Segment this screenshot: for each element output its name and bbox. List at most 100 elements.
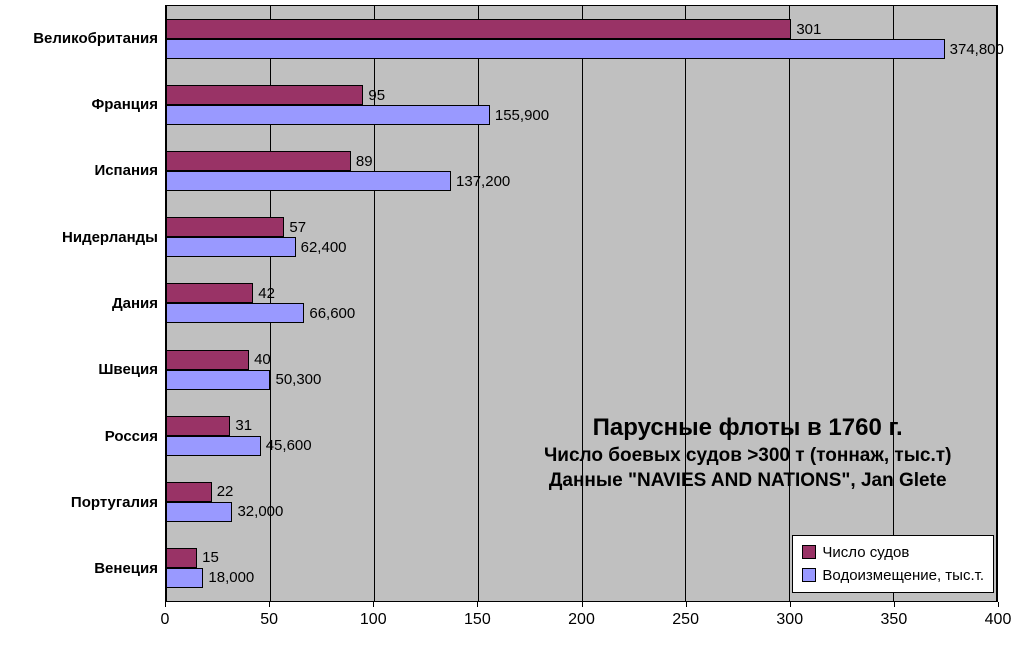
axis-tick-label: 150 <box>464 611 491 628</box>
bar-row: 301 374,800 <box>166 6 1004 72</box>
ships-bar <box>166 283 254 304</box>
displacement-bar <box>166 303 305 324</box>
y-axis-labels: Великобритания Франция Испания Нидерланды Да… <box>0 5 165 602</box>
bar-group: 95 155,900 <box>166 85 997 126</box>
gridline <box>477 6 479 601</box>
legend-item-displacement: Водоизмещение, тыс.т. <box>802 564 984 587</box>
legend-label-displacement: Водоизмещение, тыс.т. <box>822 566 984 584</box>
displacement-bar <box>166 105 490 126</box>
ships-bar <box>166 19 792 40</box>
bar-line: 66,600 <box>166 303 997 324</box>
ships-bar <box>166 85 364 106</box>
gridline <box>373 6 375 601</box>
plot-column: 301 374,800 95 155,900 89 137,200 57 62,400 42 66… <box>161 5 1011 642</box>
displacement-bar <box>166 237 296 258</box>
ships-bar <box>166 151 351 172</box>
category-label: Испания <box>94 162 158 180</box>
ships-bar <box>166 349 250 370</box>
axis-tick-label: 300 <box>776 611 804 628</box>
axis-tick-label: 0 <box>160 611 170 628</box>
axis-tick-label: 350 <box>880 611 908 628</box>
category-label: Дания <box>111 294 158 312</box>
axis-tick-label: 100 <box>359 611 387 628</box>
axis-tick <box>477 602 479 607</box>
legend: Число судов Водоизмещение, тыс.т. <box>792 534 994 593</box>
plot-area: 301 374,800 95 155,900 89 137,200 57 62,400 42 66… <box>165 5 1004 602</box>
gridline <box>893 6 895 601</box>
axis-tick <box>165 602 166 607</box>
displacement-bar <box>166 39 945 60</box>
legend-swatch-ships <box>802 545 817 560</box>
gridline <box>789 6 791 601</box>
ships-bar <box>166 415 231 436</box>
bar-line: 18,000 <box>166 567 997 588</box>
ships-bar <box>166 217 285 238</box>
bar-line: 62,400 <box>166 237 997 258</box>
bar-group: 15 18,000 <box>166 547 997 588</box>
axis-tick <box>789 602 791 607</box>
displacement-bar <box>166 435 261 456</box>
gridline <box>581 6 583 601</box>
bar-value-label: 50,300 <box>275 371 322 389</box>
category-label: Нидерланды <box>62 228 158 246</box>
bar-line: 42 <box>166 283 997 304</box>
bar-rows: 301 374,800 95 155,900 89 137,200 57 62,400 42 66… <box>166 6 1004 601</box>
bar-row: 42 66,600 <box>166 270 997 336</box>
bar-group: 40 50,300 <box>166 349 997 390</box>
bar-group: 301 374,800 <box>166 19 1004 60</box>
legend-swatch-displacement <box>802 568 817 583</box>
bar-value-label: 374,800 <box>949 40 1004 58</box>
bar-line: 15 <box>166 547 997 568</box>
x-axis: 0 50 100 150 200 250 300 350 400 <box>161 602 1011 642</box>
bar-value-label: 95 <box>368 86 386 104</box>
bar-value-label: 62,400 <box>300 238 347 256</box>
category-label: Швеция <box>98 361 158 379</box>
bar-group: 57 62,400 <box>166 217 997 258</box>
bar-row: 15 18,000 <box>166 535 997 601</box>
bar-line: 301 <box>166 19 997 40</box>
displacement-bar <box>166 501 233 522</box>
bar-row: 95 155,900 <box>166 72 997 138</box>
bar-group: 89 137,200 <box>166 151 997 192</box>
bar-line: 89 <box>166 151 997 172</box>
bar-value-label: 66,600 <box>309 304 356 322</box>
bar-value-label: 15 <box>202 549 219 567</box>
category-label: Португалия <box>70 493 158 511</box>
axis-tick-label: 200 <box>568 611 595 628</box>
bar-line: 137,200 <box>166 171 997 192</box>
axis-tick-label: 400 <box>984 611 1012 628</box>
bar-value-label: 42 <box>258 284 275 302</box>
bar-value-label: 301 <box>796 20 822 38</box>
axis-tick-label: 250 <box>672 611 699 628</box>
bar-value-label: 40 <box>254 351 271 369</box>
displacement-bar <box>166 567 204 588</box>
bar-line: 155,900 <box>166 105 997 126</box>
bar-value-label: 57 <box>289 218 307 236</box>
bar-group: 31 45,600 <box>166 415 997 456</box>
bar-value-label: 31 <box>235 417 253 435</box>
bar-value-label: 22 <box>216 483 234 501</box>
axis-tick-label: 50 <box>260 611 279 628</box>
axis-tick <box>998 602 999 607</box>
bar-row: 57 62,400 <box>166 204 997 270</box>
axis-tick <box>581 602 583 607</box>
bar-line: 31 <box>166 415 997 436</box>
category-label: Венеция <box>94 560 158 578</box>
displacement-bar <box>166 171 452 192</box>
bar-line: 45,600 <box>166 435 997 456</box>
bar-value-label: 89 <box>355 152 373 170</box>
bar-line: 95 <box>166 85 997 106</box>
axis-tick <box>893 602 895 607</box>
bar-line: 57 <box>166 217 997 238</box>
ships-bar <box>166 481 212 502</box>
legend-item-ships: Число судов <box>802 541 984 564</box>
bar-line: 22 <box>166 481 997 502</box>
gridline <box>685 6 687 601</box>
bar-value-label: 45,600 <box>265 437 312 455</box>
category-label: Франция <box>91 95 158 113</box>
bar-row: 89 137,200 <box>166 138 997 204</box>
bar-row: 31 45,600 <box>166 403 997 469</box>
bar-value-label: 18,000 <box>208 569 255 587</box>
gridline <box>996 6 997 601</box>
